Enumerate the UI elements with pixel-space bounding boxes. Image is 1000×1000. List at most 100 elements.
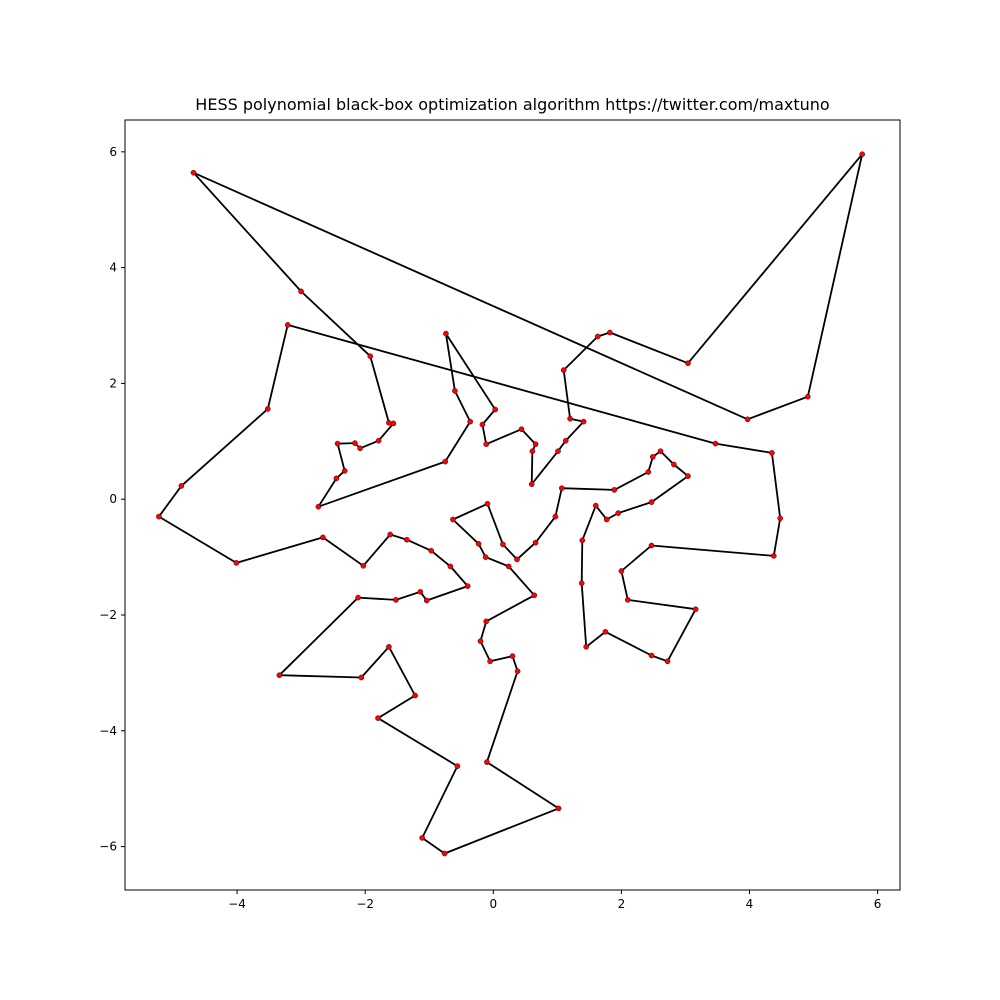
data-point: [264, 406, 271, 412]
data-point: [518, 426, 525, 433]
data-point: [514, 668, 521, 675]
data-point: [712, 440, 719, 447]
data-point: [555, 448, 561, 455]
x-tick-label: 6: [874, 897, 882, 911]
data-point: [443, 330, 449, 337]
data-point: [355, 594, 361, 601]
data-point: [475, 541, 482, 547]
data-point: [603, 516, 610, 523]
data-point: [233, 560, 240, 566]
data-point: [479, 421, 486, 428]
data-point: [559, 485, 565, 492]
data-point: [450, 516, 456, 523]
data-point: [593, 502, 599, 509]
data-point: [531, 592, 538, 599]
y-tick-label: −6: [99, 840, 117, 854]
data-point: [320, 534, 326, 541]
data-point: [428, 547, 435, 554]
data-point: [578, 580, 585, 587]
x-axis: −4 −2 0 2 4 6: [228, 890, 881, 911]
data-point: [484, 759, 490, 765]
data-point: [367, 353, 374, 360]
data-point: [403, 536, 410, 543]
data-point: [552, 513, 559, 520]
data-point: [771, 553, 777, 559]
x-tick-label: 4: [746, 897, 754, 911]
data-point: [671, 461, 677, 468]
x-tick-label: −4: [228, 897, 246, 911]
data-point: [579, 537, 586, 544]
data-point: [386, 644, 392, 650]
y-tick-label: 4: [109, 261, 117, 275]
y-tick-label: −4: [99, 724, 117, 738]
data-point: [442, 458, 449, 465]
data-point: [352, 440, 358, 446]
data-point: [769, 450, 775, 456]
chart-title: HESS polynomial black-box optimization a…: [195, 95, 830, 114]
data-point: [615, 510, 622, 516]
data-point: [618, 568, 625, 574]
x-tick-label: −2: [356, 897, 374, 911]
data-point: [685, 473, 691, 479]
data-point: [417, 589, 424, 595]
data-point: [645, 469, 652, 475]
data-point: [441, 850, 448, 857]
data-point: [419, 835, 426, 841]
data-point: [298, 288, 304, 295]
data-point: [657, 448, 664, 455]
plot-frame: [124, 119, 901, 891]
data-point: [375, 437, 382, 444]
data-point: [500, 541, 506, 548]
data-point: [514, 556, 520, 563]
data-point: [648, 499, 655, 505]
marker-layer: [156, 151, 866, 857]
data-point: [464, 583, 471, 589]
data-point: [650, 454, 656, 460]
y-axis: −6 −4 −2 0 2 4 6: [99, 145, 125, 854]
data-point: [276, 672, 283, 679]
data-point: [744, 416, 751, 423]
data-point: [602, 629, 609, 635]
data-point: [284, 322, 291, 328]
data-point: [555, 805, 562, 812]
data-point: [607, 329, 613, 336]
data-point: [423, 597, 430, 604]
data-point: [611, 487, 618, 493]
data-point: [692, 606, 699, 613]
data-point: [477, 638, 484, 644]
data-point: [484, 500, 491, 507]
data-point: [505, 563, 512, 570]
data-point: [390, 420, 397, 427]
data-point: [387, 531, 394, 538]
data-point: [375, 715, 381, 721]
data-point: [357, 445, 363, 452]
data-point: [492, 406, 499, 413]
data-point: [452, 388, 458, 394]
data-point: [528, 481, 535, 488]
data-point: [664, 658, 671, 665]
data-point: [333, 475, 340, 482]
data-point: [454, 763, 461, 769]
plot-area: [125, 120, 900, 890]
x-tick-label: 2: [618, 897, 626, 911]
data-point: [358, 674, 365, 681]
data-point: [583, 644, 590, 650]
data-point: [625, 597, 631, 603]
data-point: [447, 563, 454, 570]
y-tick-label: 2: [109, 376, 117, 390]
data-point: [412, 692, 418, 699]
data-point: [580, 418, 587, 425]
data-point: [341, 467, 348, 474]
data-point: [360, 563, 367, 569]
data-point: [393, 597, 399, 603]
data-point: [560, 367, 567, 373]
data-point: [156, 513, 162, 520]
data-point: [487, 658, 493, 665]
data-point: [334, 440, 341, 447]
x-tick-label: 0: [489, 897, 497, 911]
data-point: [685, 360, 691, 367]
y-tick-label: 6: [109, 145, 117, 159]
data-point: [532, 539, 539, 546]
data-point: [567, 415, 573, 422]
data-point: [594, 333, 601, 340]
